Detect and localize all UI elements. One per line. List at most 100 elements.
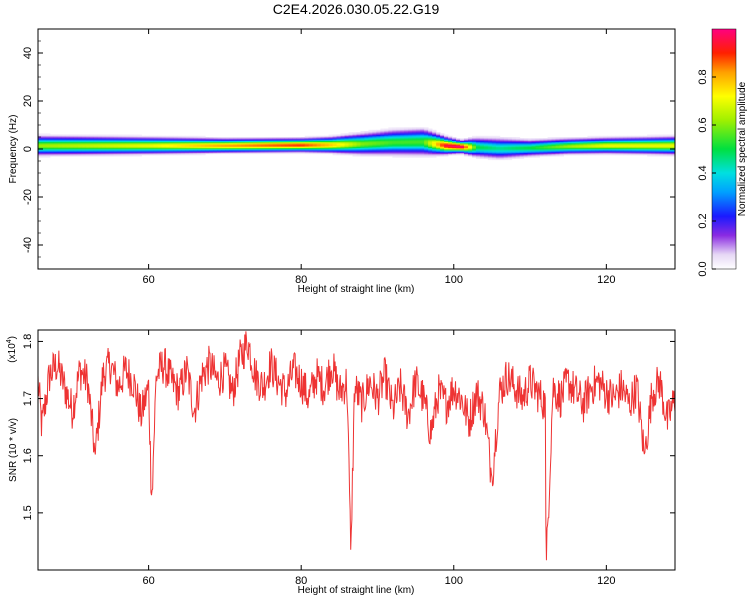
heatmap-cell	[555, 151, 560, 153]
heatmap-cell	[300, 151, 306, 153]
heatmap-cell	[41, 141, 47, 144]
heatmap-cell	[619, 140, 624, 143]
heatmap-cell	[41, 135, 47, 138]
heatmap-cell	[539, 144, 545, 146]
heatmap-cell	[61, 144, 67, 146]
heatmap-cell	[185, 145, 190, 147]
heatmap-cell	[205, 144, 210, 146]
heatmap-cell	[495, 138, 501, 140]
heatmap-cell	[467, 141, 473, 144]
heatmap-cell	[161, 143, 166, 145]
heatmap-cell	[631, 149, 636, 151]
heatmap-cell	[448, 139, 453, 141]
heatmap-cell	[599, 139, 604, 141]
heatmap-cell	[85, 149, 91, 151]
heatmap-cell	[420, 143, 425, 145]
heatmap-cell	[372, 151, 377, 153]
heatmap-cell	[591, 138, 596, 140]
heatmap-cell	[436, 153, 441, 156]
heatmap-cell	[635, 145, 640, 147]
heatmap-cell	[245, 149, 250, 151]
heatmap-cell	[372, 152, 377, 155]
heatmap-cell	[73, 155, 79, 157]
heatmap-cell	[364, 135, 369, 138]
heatmap-cell	[125, 146, 130, 149]
heatmap-cell	[655, 139, 660, 141]
heatmap-cell	[308, 140, 314, 143]
heatmap-cell	[221, 143, 226, 145]
colorbar-tick-label: 0.8	[697, 69, 709, 84]
heatmap-cell	[491, 157, 497, 159]
heatmap-cell	[233, 138, 238, 140]
heatmap-cell	[384, 150, 389, 152]
heatmap-cell	[77, 146, 83, 149]
heatmap-cell	[487, 144, 493, 146]
heatmap-cell	[539, 152, 545, 155]
heatmap-cell	[388, 138, 393, 140]
heatmap-cell	[368, 141, 373, 144]
heatmap-cell	[567, 147, 572, 150]
heatmap-cell	[213, 151, 218, 153]
heatmap-cell	[555, 153, 560, 156]
heatmap-cell	[491, 149, 497, 151]
heatmap-cell	[487, 152, 493, 155]
heatmap-cell	[217, 149, 222, 151]
heatmap-cell	[276, 146, 282, 149]
heatmap-cell	[260, 149, 266, 151]
heatmap-cell	[388, 141, 393, 144]
heatmap-cell	[300, 152, 306, 155]
heatmap-cell	[213, 149, 218, 151]
heatmap-cell	[396, 129, 401, 132]
heatmap-cell	[77, 137, 83, 139]
heatmap-cell	[483, 146, 489, 149]
heatmap-cell	[396, 128, 401, 131]
heatmap-cell	[364, 144, 369, 146]
heatmap-cell	[340, 140, 345, 143]
heatmap-cell	[647, 134, 652, 137]
heatmap-cell	[416, 135, 421, 138]
heatmap-cell	[671, 143, 675, 145]
heatmap-cell	[563, 149, 568, 151]
heatmap-cell	[607, 147, 612, 150]
heatmap-cell	[117, 151, 123, 153]
heatmap-cell	[511, 156, 517, 158]
heatmap-cell	[237, 143, 242, 145]
heatmap-cell	[655, 146, 660, 149]
heatmap-cell	[372, 140, 377, 143]
heatmap-cell	[515, 152, 521, 155]
heatmap-cell	[225, 150, 230, 152]
heatmap-cell	[559, 139, 564, 141]
heatmap-cell	[169, 141, 174, 144]
heatmap-cell	[599, 140, 604, 143]
heatmap-cell	[667, 144, 672, 146]
heatmap-cell	[384, 146, 389, 149]
heatmap-cell	[567, 152, 572, 155]
heatmap-cell	[372, 133, 377, 135]
heatmap-cell	[113, 138, 119, 140]
heatmap-cell	[45, 156, 51, 158]
heatmap-cell	[603, 141, 608, 144]
heatmap-cell	[663, 135, 668, 138]
heatmap-cell	[121, 146, 126, 149]
heatmap-cell	[173, 147, 178, 150]
colorbar-tick-label: 0.4	[697, 165, 709, 180]
heatmap-cell	[272, 144, 278, 146]
heatmap-cell	[65, 144, 71, 146]
heatmap-cell	[627, 143, 632, 145]
heatmap-cell	[567, 145, 572, 147]
heatmap-cell	[487, 146, 493, 149]
heatmap-cell	[436, 140, 441, 143]
heatmap-cell	[547, 147, 552, 150]
heatmap-cell	[129, 144, 134, 146]
heatmap-cell	[471, 146, 477, 149]
heatmap-cell	[503, 151, 509, 153]
heatmap-cell	[193, 137, 198, 139]
heatmap-cell	[308, 135, 314, 138]
heatmap-cell	[499, 155, 505, 157]
heatmap-cell	[252, 150, 258, 152]
heatmap-cell	[332, 134, 337, 137]
heatmap-cell	[428, 137, 433, 139]
heatmap-cell	[392, 134, 397, 137]
heatmap-cell	[579, 139, 584, 141]
heatmap-cell	[651, 145, 656, 147]
